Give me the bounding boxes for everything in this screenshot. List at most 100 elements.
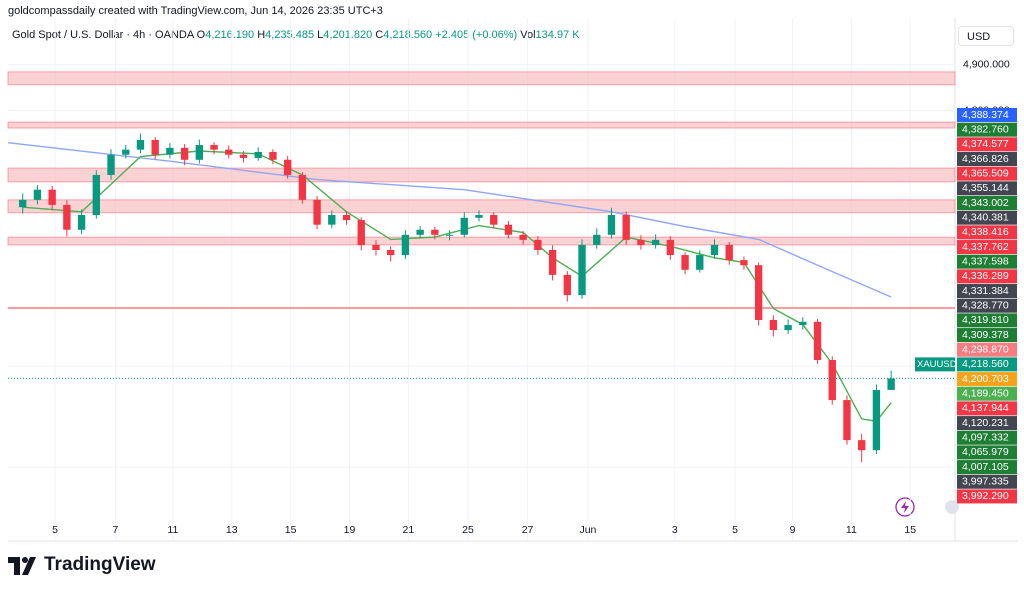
price-label: 4,366.826 (962, 153, 1009, 165)
candle-body (784, 325, 792, 331)
change: +2.405 (+0.06%) (435, 29, 518, 41)
logo-mark (8, 557, 36, 575)
candle-body (298, 174, 307, 200)
ohlc-key: C (375, 29, 384, 41)
ohlc-value: 4,216.190 (205, 29, 255, 41)
candle-body (607, 215, 616, 235)
price-label-bg (957, 445, 1017, 460)
x-tick-label: 11 (167, 524, 178, 536)
price-label: 4,365.509 (962, 167, 1009, 179)
price-label: 3,992.290 (962, 490, 1009, 502)
candle-body (239, 154, 248, 158)
candle-body (313, 199, 321, 225)
candle-body (180, 147, 189, 160)
candle-body (769, 319, 778, 331)
price-label-bg (957, 122, 1017, 137)
candle-body (710, 244, 719, 256)
ohlc-key: O (196, 29, 206, 41)
price-label: 4,340.381 (962, 211, 1009, 223)
candle-body (872, 389, 881, 451)
price-label-bg (957, 240, 1017, 255)
candle-body (651, 239, 660, 245)
price-label: 4,336.289 (962, 270, 1009, 282)
price-label: 4,328.770 (962, 299, 1009, 311)
candle-body (666, 239, 675, 256)
price-label: 4,338.416 (962, 226, 1009, 238)
price-label-bg (957, 313, 1017, 328)
y-tick-label: 4,245.000 (963, 360, 1010, 372)
candle-body (254, 151, 262, 158)
candle-body (342, 215, 351, 221)
x-tick-label: 13 (226, 524, 238, 536)
price-label-bg (957, 357, 1017, 372)
price-label: 4,382.760 (962, 123, 1009, 135)
price-label-bg (957, 225, 1017, 240)
logo-mark (22, 557, 28, 563)
candle-body (475, 215, 483, 218)
price-label: 4,309.378 (962, 329, 1009, 341)
candle-body (225, 149, 233, 155)
candle-body (195, 145, 204, 160)
candle-body (19, 199, 27, 208)
price-label: 4,007.105 (962, 461, 1009, 473)
candle-body (122, 149, 130, 155)
zone (7, 71, 956, 86)
price-label-bg (957, 416, 1017, 431)
candle-body (754, 265, 763, 320)
x-tick-label: 3 (672, 524, 678, 536)
candle-body (490, 215, 498, 225)
candle-body (136, 139, 145, 150)
legend: Gold Spot / U.S. Dollar · 4h · OANDA O4,… (12, 29, 580, 41)
ohlc-key: L (317, 29, 324, 41)
price-label: 4,218.560 (962, 358, 1009, 370)
candle-body (63, 204, 71, 230)
zone (7, 167, 956, 183)
candle-body (357, 220, 365, 245)
price-label-bg (957, 342, 1017, 357)
candle-body (578, 244, 586, 296)
price-label-bg (957, 474, 1017, 489)
price-label: 4,374.577 (962, 138, 1009, 150)
ohlc-value: 4,235.485 (265, 29, 315, 41)
caption: goldcompassdaily created with TradingVie… (8, 5, 383, 17)
symbol-tag: XAUUSD (917, 359, 957, 370)
price-label-bg (957, 196, 1017, 211)
candle-body (740, 260, 748, 266)
candle-body (887, 378, 895, 390)
event-icon (895, 497, 915, 517)
currency-button[interactable]: USD (958, 26, 1014, 46)
price-label: 4,189.450 (962, 388, 1009, 400)
candle-body (460, 217, 468, 235)
candle-body (92, 174, 100, 216)
candle-body (534, 239, 542, 250)
price-label-bg (957, 298, 1017, 313)
candle-body (107, 154, 115, 175)
candle-body (445, 234, 454, 236)
candle-body (269, 151, 277, 160)
price-label: 4,355.144 (962, 182, 1009, 194)
candle-body (283, 159, 292, 175)
price-label-bg (957, 269, 1017, 284)
candle-body (504, 224, 513, 235)
candle-body (416, 229, 424, 235)
candle-body (77, 215, 86, 230)
candle-body (622, 215, 630, 240)
flag-icon (945, 500, 959, 514)
candle-body (548, 250, 557, 275)
x-tick-label: 27 (522, 524, 534, 536)
volume-key: Vol (520, 29, 536, 41)
candle-body (725, 244, 733, 261)
candle-body (372, 244, 380, 250)
zone (7, 121, 956, 129)
candle-body (813, 321, 822, 361)
price-label: 4,120.231 (962, 417, 1009, 429)
price-label-bg (957, 166, 1017, 181)
candle-body (637, 239, 645, 245)
candle-body (563, 274, 571, 296)
candle-body (210, 145, 218, 150)
indicator-line (7, 142, 892, 298)
symbol: Gold Spot / U.S. Dollar · 4h · OANDA (12, 29, 194, 41)
ohlc: O4,216.190 H4,235.485 L4,201.820 C4,218.… (197, 29, 436, 41)
